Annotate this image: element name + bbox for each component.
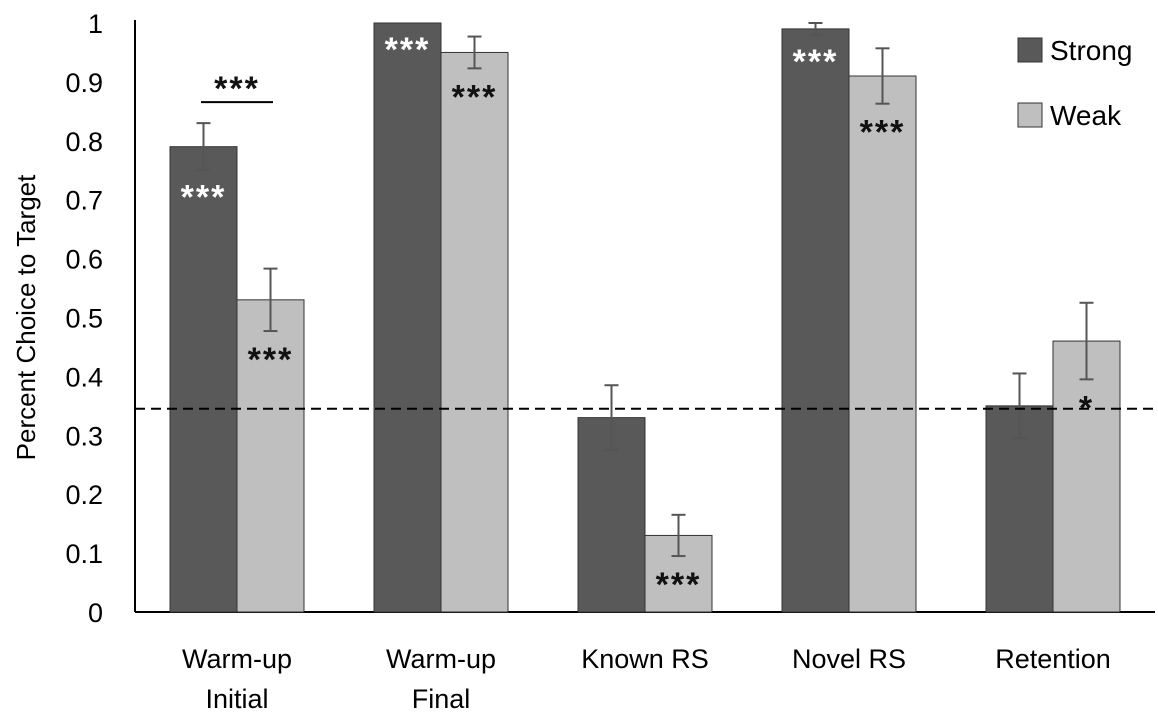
bar-strong (781, 28, 850, 613)
x-tick-label: Initial (205, 684, 268, 714)
y-tick-label: 0.7 (65, 186, 103, 216)
y-tick-label: 0.8 (65, 127, 103, 157)
bar-weak (848, 75, 917, 613)
legend-swatch-strong (1017, 37, 1043, 63)
x-tick-label: Warm-up (386, 644, 496, 674)
y-tick-label: 0.6 (65, 245, 103, 275)
y-tick-label: 0.9 (65, 68, 103, 98)
y-tick-label: 0.3 (65, 421, 103, 451)
bar-strong (373, 22, 442, 613)
plot-area: 0 0.1 0.2 0.3 0.4 0.5 0.6 0.7 0.8 0.9 1 Percent Cho… (11, 9, 1155, 714)
significance-label: *** (793, 43, 839, 81)
y-tick-label: 0.5 (65, 304, 103, 334)
x-tick-label: Final (412, 684, 471, 714)
bar-weak (236, 299, 305, 613)
x-tick-label: Warm-up (182, 644, 292, 674)
bar-strong (169, 146, 238, 613)
significance-label: *** (860, 114, 906, 152)
significance-label: *** (656, 566, 702, 604)
comparison-label: *** (214, 70, 260, 108)
x-tick-label: Retention (995, 644, 1111, 674)
legend-swatch-weak (1017, 102, 1043, 128)
significance-label: *** (452, 78, 498, 116)
legend-label: Weak (1050, 100, 1122, 131)
y-axis-label: Percent Choice to Target (11, 174, 41, 460)
significance-label: *** (248, 341, 294, 379)
significance-label: *** (385, 31, 431, 69)
legend-label: Strong (1050, 35, 1133, 66)
bar-weak (440, 51, 509, 613)
y-tick-label: 0.2 (65, 480, 103, 510)
y-tick-label: 0 (88, 598, 103, 628)
bar-strong (985, 405, 1054, 613)
y-tick-label: 1 (88, 9, 103, 39)
x-tick-label: Novel RS (792, 644, 906, 674)
bar-weak (1052, 340, 1121, 613)
y-tick-label: 0.1 (65, 539, 103, 569)
significance-label: *** (181, 178, 227, 216)
y-tick-label: 0.4 (65, 362, 103, 392)
x-tick-label: Known RS (581, 644, 709, 674)
